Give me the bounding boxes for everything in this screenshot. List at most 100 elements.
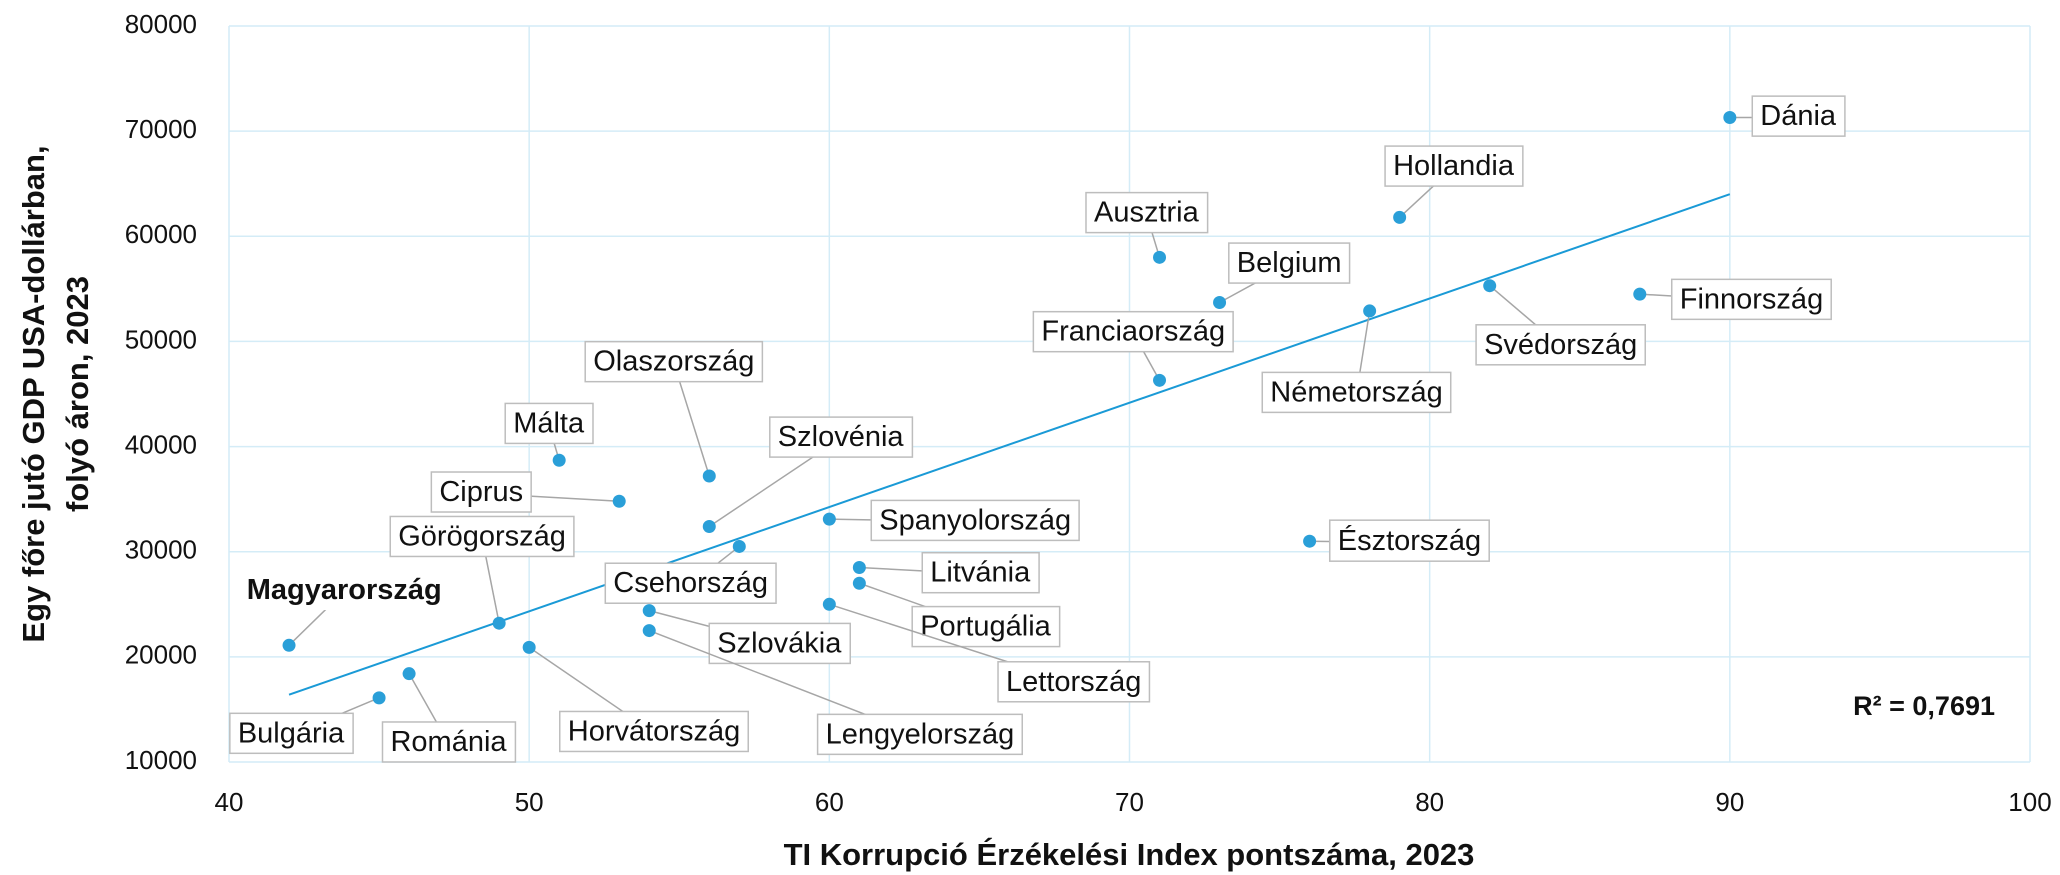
point [1723, 110, 1737, 124]
point-label: Lettország [829, 603, 1151, 703]
point-label-text: Csehország [613, 567, 768, 599]
y-tick-label: 60000 [125, 219, 197, 249]
point-label-text: Németország [1270, 376, 1442, 408]
point-label-text: Görögország [398, 520, 566, 552]
label-box [238, 570, 450, 611]
trendline [288, 193, 1731, 696]
point-label-text: Észtország [1338, 524, 1481, 557]
point [822, 597, 836, 611]
point [852, 560, 866, 574]
point-label: Belgium [1219, 242, 1351, 304]
x-tick-label: 40 [215, 787, 244, 817]
point-label-text: Lengyelország [826, 718, 1015, 750]
point [822, 512, 836, 526]
label-box [1670, 278, 1832, 321]
point-label: Észtország [1309, 519, 1490, 562]
label-box [389, 515, 575, 558]
point-label-text: Dánia [1760, 100, 1837, 132]
label-box [1328, 519, 1490, 562]
point [702, 469, 716, 483]
y-axis-title: Egy főre jutó GDP USA-dollárban, folyó á… [16, 145, 95, 642]
point-label-text: Litvánia [930, 557, 1031, 589]
point-label-text: Hollandia [1393, 150, 1515, 182]
point-label-text: Svédország [1484, 329, 1637, 361]
point-label-text: Lettország [1006, 666, 1141, 698]
point-label-text: Belgium [1237, 247, 1342, 279]
y-tick-label: 20000 [125, 640, 197, 670]
label-box [1032, 310, 1234, 353]
point [852, 576, 866, 590]
point [372, 691, 386, 705]
point-label: Bulgária [229, 697, 380, 755]
y-axis-title-line: Egy főre jutó GDP USA-dollárban, [16, 145, 51, 642]
point-label-text: Olaszország [593, 346, 754, 378]
label-box [1261, 371, 1452, 414]
y-tick-label: 40000 [125, 429, 197, 459]
point-label: Finnország [1639, 278, 1832, 321]
label-box [1384, 145, 1524, 187]
point [732, 539, 746, 553]
x-tick-label: 70 [1115, 787, 1144, 817]
label-box [1751, 95, 1846, 137]
point-label-text: Szlovákia [717, 627, 842, 659]
point-label: Magyarország [238, 570, 450, 646]
label-box [1085, 191, 1209, 234]
x-axis-title: TI Korrupció Érzékelési Index pontszáma,… [784, 837, 1475, 872]
point-label-text: Spanyolország [879, 504, 1071, 536]
point-label: Litvánia [859, 551, 1040, 594]
label-box [381, 721, 517, 763]
x-tick-label: 80 [1415, 787, 1444, 817]
point-label-text: Szlovénia [778, 421, 905, 453]
point-label-text: Portugália [920, 611, 1051, 643]
y-tick-label: 30000 [125, 535, 197, 565]
point-label: Németország [1261, 310, 1452, 414]
point-label: Szlovákia [649, 609, 851, 665]
point-label-text: Ausztria [1094, 197, 1200, 229]
label-box [911, 605, 1061, 648]
x-tick-label: 90 [1715, 787, 1744, 817]
y-tick-label: 50000 [125, 324, 197, 354]
point-label: Franciaország [1032, 310, 1234, 381]
point-label-text: Ciprus [439, 476, 523, 508]
point [1213, 296, 1227, 310]
point [1363, 304, 1377, 318]
point-label: Görögország [389, 515, 575, 624]
point [1393, 210, 1407, 224]
point-label: Spanyolország [829, 499, 1080, 542]
label-box [870, 499, 1080, 542]
point-label: Lengyelország [648, 629, 1023, 756]
label-box [229, 712, 354, 755]
point [702, 519, 716, 533]
point [612, 494, 626, 508]
point [552, 453, 566, 467]
label-box [816, 713, 1023, 756]
point-label: Horvátország [528, 646, 749, 753]
point-label: Hollandia [1384, 145, 1524, 218]
point-label: Ciprus [430, 471, 620, 513]
y-tick-label: 10000 [125, 745, 197, 775]
point [282, 638, 296, 652]
point [522, 640, 536, 654]
point-label: Dánia [1729, 95, 1846, 137]
label-box [1475, 324, 1646, 366]
y-tick-label: 70000 [125, 114, 197, 144]
point-label: Csehország [604, 545, 777, 604]
point [1483, 279, 1497, 293]
point-label: Málta [504, 402, 594, 461]
point [402, 667, 416, 681]
label-box [584, 340, 764, 383]
label-box [430, 471, 532, 513]
label-box [604, 562, 777, 604]
point-label-text: Málta [513, 407, 585, 439]
label-box [921, 551, 1040, 594]
label-box [1228, 242, 1351, 284]
point-label-text: Románia [390, 726, 507, 758]
y-tick-label: 80000 [125, 9, 197, 39]
point [1153, 250, 1167, 264]
point [642, 624, 656, 638]
point-label-text: Magyarország [247, 574, 442, 606]
x-tick-label: 50 [515, 787, 544, 817]
point-label-text: Bulgária [238, 717, 345, 749]
point-label-text: Horvátország [568, 715, 740, 747]
